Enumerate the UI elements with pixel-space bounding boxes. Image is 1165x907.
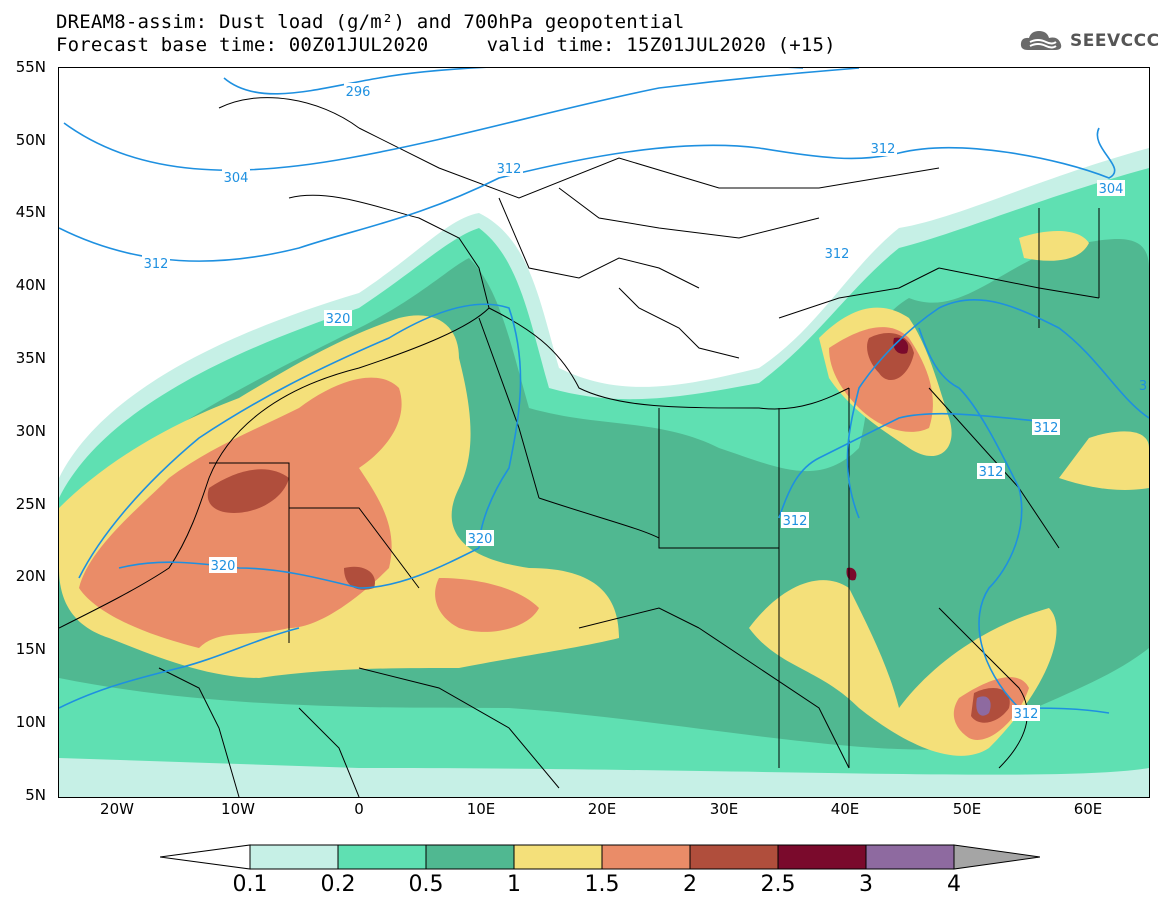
contour-label-312-f: 312 bbox=[1034, 421, 1059, 436]
colorbar-swatch-0 bbox=[249, 844, 339, 870]
colorbar-label-2: 2 bbox=[683, 872, 697, 897]
colorbar-swatch-6 bbox=[777, 844, 867, 870]
lat-label-5n: 5N bbox=[25, 786, 46, 804]
contour-label-312-b: 312 bbox=[144, 257, 169, 272]
lon-label-20w: 20W bbox=[100, 800, 134, 818]
contour-label-304-b: 304 bbox=[1099, 182, 1124, 197]
contour-label-320-a: 320 bbox=[326, 312, 351, 327]
lon-label-30e: 30E bbox=[709, 800, 739, 818]
lat-label-10n: 10N bbox=[15, 713, 46, 731]
contour-label-312-a: 312 bbox=[497, 162, 522, 177]
lat-label-30n: 30N bbox=[15, 422, 46, 440]
lat-label-25n: 25N bbox=[15, 495, 46, 513]
colorbar-label-0-1: 0.1 bbox=[232, 872, 268, 897]
colorbar-over-arrow bbox=[953, 844, 1040, 870]
contour-label-304: 304 bbox=[224, 171, 249, 186]
colorbar bbox=[160, 844, 1040, 870]
colorbar-label-0-5: 0.5 bbox=[408, 872, 444, 897]
lat-label-40n: 40N bbox=[15, 276, 46, 294]
colorbar-swatch-2 bbox=[425, 844, 515, 870]
lon-label-10w: 10W bbox=[221, 800, 255, 818]
lat-label-15n: 15N bbox=[15, 640, 46, 658]
lon-label-20e: 20E bbox=[587, 800, 617, 818]
contour-label-320-c: 320 bbox=[211, 559, 236, 574]
contour-label-312-d: 312 bbox=[825, 247, 850, 262]
logo-text: SEEVCCC bbox=[1070, 31, 1160, 51]
seevccc-logo: SEEVCCC bbox=[1018, 28, 1160, 54]
lat-label-20n: 20N bbox=[15, 567, 46, 585]
lon-label-0: 0 bbox=[354, 800, 364, 818]
contour-label-312-g: 312 bbox=[1014, 707, 1039, 722]
contour-label-312-h: 312 bbox=[979, 465, 1004, 480]
lat-label-50n: 50N bbox=[15, 131, 46, 149]
lat-label-35n: 35N bbox=[15, 349, 46, 367]
contour-labels: 296 304 312 312 312 312 320 320 320 312 … bbox=[142, 83, 1147, 722]
contour-label-296: 296 bbox=[346, 85, 371, 100]
lon-label-10e: 10E bbox=[466, 800, 496, 818]
colorbar-label-3: 3 bbox=[859, 872, 873, 897]
geopotential-contours bbox=[59, 68, 1149, 714]
colorbar-swatch-5 bbox=[689, 844, 779, 870]
colorbar-swatch-7 bbox=[865, 844, 955, 870]
cloud-logo-icon bbox=[1020, 31, 1062, 50]
contour-label-312-c: 312 bbox=[871, 142, 896, 157]
colorbar-swatch-4 bbox=[601, 844, 691, 870]
dust-load-map: 296 304 312 312 312 312 320 320 320 312 … bbox=[58, 67, 1150, 798]
lon-label-60e: 60E bbox=[1073, 800, 1103, 818]
dust-map-canvas: 296 304 312 312 312 312 320 320 320 312 … bbox=[59, 68, 1149, 797]
colorbar-swatch-1 bbox=[337, 844, 427, 870]
colorbar-label-1-5: 1.5 bbox=[584, 872, 620, 897]
colorbar-swatch-3 bbox=[513, 844, 603, 870]
lon-label-50e: 50E bbox=[952, 800, 982, 818]
lat-label-55n: 55N bbox=[15, 58, 46, 76]
contour-label-312-e: 312 bbox=[783, 514, 808, 529]
contour-label-320-b: 320 bbox=[468, 532, 493, 547]
forecast-time-line: Forecast base time: 00Z01JUL2020 valid t… bbox=[56, 34, 836, 56]
colorbar-under-arrow bbox=[160, 844, 251, 870]
colorbar-label-2-5: 2.5 bbox=[760, 872, 796, 897]
contour-label-partial: 3 bbox=[1139, 379, 1147, 394]
lon-label-40e: 40E bbox=[830, 800, 860, 818]
colorbar-label-0-2: 0.2 bbox=[320, 872, 356, 897]
colorbar-label-1: 1 bbox=[507, 872, 521, 897]
colorbar-label-4: 4 bbox=[947, 872, 961, 897]
lat-label-45n: 45N bbox=[15, 203, 46, 221]
map-title: DREAM8-assim: Dust load (g/m²) and 700hP… bbox=[56, 11, 685, 33]
